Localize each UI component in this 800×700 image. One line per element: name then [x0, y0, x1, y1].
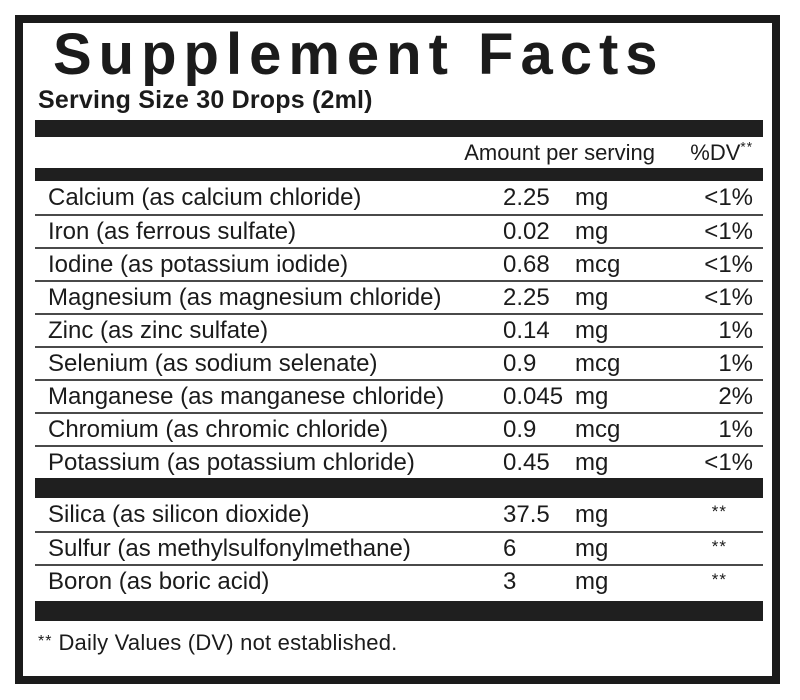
- nutrient-amount: 0.9: [503, 349, 537, 377]
- nutrient-name: Iodine (as potassium iodide): [48, 250, 349, 278]
- nutrient-name: Zinc (as zinc sulfate): [48, 316, 269, 344]
- nutrient-name: Manganese (as manganese chloride): [48, 382, 445, 410]
- serving-size: Serving Size 30 Drops (2ml): [38, 86, 373, 115]
- nutrient-unit: mg: [575, 500, 609, 528]
- nutrient-amount: 37.5: [503, 500, 550, 528]
- nutrient-row: Manganese (as manganese chloride) 0.045 …: [35, 379, 763, 412]
- nutrient-unit: mcg: [575, 349, 621, 377]
- nutrient-name: Potassium (as potassium chloride): [48, 448, 415, 476]
- nutrient-unit: mg: [575, 316, 609, 344]
- nutrient-row: Silica (as silicon dioxide) 37.5 mg **: [35, 498, 763, 531]
- nutrient-section-minerals: Calcium (as calcium chloride) 2.25 mg <1…: [35, 181, 763, 478]
- footnote-marker: **: [38, 633, 53, 651]
- nutrient-row: Sulfur (as methylsulfonylmethane) 6 mg *…: [35, 531, 763, 564]
- nutrient-dv: <1%: [704, 217, 753, 245]
- nutrient-amount: 2.25: [503, 283, 550, 311]
- nutrient-name: Selenium (as sodium selenate): [48, 349, 378, 377]
- nutrient-dv: <1%: [704, 283, 753, 311]
- column-header-dv: %DV**: [690, 139, 753, 165]
- nutrient-dv: **: [711, 502, 727, 522]
- nutrient-dv: 1%: [718, 349, 753, 377]
- dv-footnote-marker: **: [740, 139, 753, 155]
- nutrient-row: Selenium (as sodium selenate) 0.9 mcg 1%: [35, 346, 763, 379]
- nutrient-dv: 2%: [718, 382, 753, 410]
- nutrient-dv: <1%: [704, 250, 753, 278]
- nutrient-unit: mg: [575, 283, 609, 311]
- nutrient-section-other: Silica (as silicon dioxide) 37.5 mg ** S…: [35, 498, 763, 597]
- nutrient-name: Sulfur (as methylsulfonylmethane): [48, 534, 411, 562]
- nutrient-name: Boron (as boric acid): [48, 567, 270, 595]
- nutrient-unit: mcg: [575, 250, 621, 278]
- nutrient-amount: 0.02: [503, 217, 550, 245]
- panel-content: Supplement Facts Serving Size 30 Drops (…: [23, 23, 772, 676]
- nutrient-dv: <1%: [704, 448, 753, 476]
- divider-bar-section: [35, 478, 763, 499]
- nutrient-unit: mg: [575, 217, 609, 245]
- nutrient-row: Zinc (as zinc sulfate) 0.14 mg 1%: [35, 313, 763, 346]
- nutrient-amount: 0.45: [503, 448, 550, 476]
- nutrient-unit: mg: [575, 382, 609, 410]
- nutrient-amount: 0.045: [503, 382, 564, 410]
- divider-bar-header: [35, 168, 763, 182]
- supplement-facts-panel: Supplement Facts Serving Size 30 Drops (…: [15, 15, 780, 684]
- nutrient-amount: 0.9: [503, 415, 537, 443]
- dv-footnote: ** Daily Values (DV) not established.: [38, 621, 763, 656]
- panel-title: Supplement Facts: [53, 22, 665, 87]
- nutrient-row: Potassium (as potassium chloride) 0.45 m…: [35, 445, 763, 478]
- nutrient-amount: 0.14: [503, 316, 550, 344]
- nutrient-unit: mg: [575, 183, 609, 211]
- divider-bar-bottom: [35, 601, 763, 622]
- nutrient-name: Silica (as silicon dioxide): [48, 500, 310, 528]
- nutrient-name: Iron (as ferrous sulfate): [48, 217, 297, 245]
- nutrient-dv: <1%: [704, 183, 753, 211]
- nutrient-name: Calcium (as calcium chloride): [48, 183, 362, 211]
- nutrient-unit: mg: [575, 567, 609, 595]
- nutrient-dv: **: [711, 537, 727, 557]
- nutrient-row: Iron (as ferrous sulfate) 0.02 mg <1%: [35, 214, 763, 247]
- column-header-row: Amount per serving %DV**: [35, 137, 763, 168]
- nutrient-row: Magnesium (as magnesium chloride) 2.25 m…: [35, 280, 763, 313]
- nutrient-name: Magnesium (as magnesium chloride): [48, 283, 442, 311]
- divider-bar-thick-top: [35, 120, 763, 138]
- nutrient-amount: 2.25: [503, 183, 550, 211]
- nutrient-row: Calcium (as calcium chloride) 2.25 mg <1…: [35, 181, 763, 214]
- nutrient-name: Chromium (as chromic chloride): [48, 415, 389, 443]
- column-header-amount: Amount per serving: [464, 139, 655, 165]
- nutrient-dv: 1%: [718, 415, 753, 443]
- nutrient-amount: 6: [503, 534, 517, 562]
- nutrient-row: Chromium (as chromic chloride) 0.9 mcg 1…: [35, 412, 763, 445]
- nutrient-dv: **: [711, 570, 727, 590]
- nutrient-unit: mg: [575, 448, 609, 476]
- nutrient-amount: 3: [503, 567, 517, 595]
- nutrient-amount: 0.68: [503, 250, 550, 278]
- footnote-text: Daily Values (DV) not established.: [58, 630, 398, 656]
- nutrient-dv: 1%: [718, 316, 753, 344]
- nutrient-unit: mcg: [575, 415, 621, 443]
- nutrient-row: Boron (as boric acid) 3 mg **: [35, 564, 763, 597]
- nutrient-row: Iodine (as potassium iodide) 0.68 mcg <1…: [35, 247, 763, 280]
- nutrient-unit: mg: [575, 534, 609, 562]
